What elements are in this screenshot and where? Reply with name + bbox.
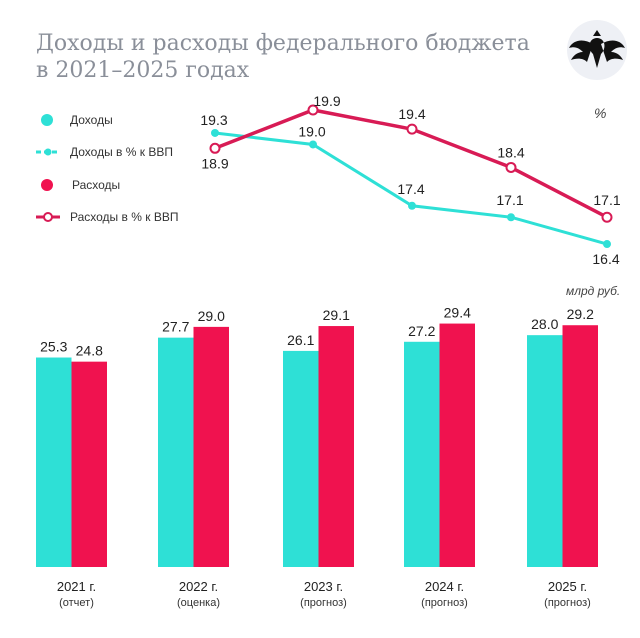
x-tick-note: (прогноз)	[300, 597, 347, 609]
expense-bar	[439, 323, 475, 567]
expense-pct-point	[601, 211, 613, 223]
expense-bar-label: 29.1	[323, 307, 350, 323]
income-pct-point	[211, 128, 219, 137]
x-tick-note: (отчет)	[59, 597, 94, 609]
expense-bar-label: 24.8	[76, 343, 103, 359]
legend-expense-pct-label: Расходы в % к ВВП	[70, 210, 178, 224]
income-pct-point	[507, 213, 515, 222]
income-pct-point	[309, 140, 317, 149]
x-tick-year: 2021 г.	[57, 579, 96, 594]
legend-income-marker	[41, 114, 53, 126]
title-line-1: Доходы и расходы федерального бюджета	[36, 31, 530, 56]
income-bar	[527, 335, 563, 567]
income-bar-label: 27.2	[408, 323, 435, 339]
income-bar-label: 27.7	[162, 319, 189, 335]
page-title: Доходы и расходы федерального бюджета в …	[36, 30, 530, 84]
income-pct-point	[408, 201, 416, 210]
x-tick-year: 2023 г.	[304, 579, 343, 594]
expense-bar	[71, 361, 107, 567]
income-pct-label: 19.3	[200, 112, 227, 128]
title-line-2: в 2021–2025 годах	[36, 58, 250, 83]
x-tick-note: (прогноз)	[421, 597, 468, 609]
legend-income-pct-marker	[44, 148, 52, 156]
legend-expense-label: Расходы	[72, 178, 120, 192]
expense-bar-label: 29.4	[444, 305, 471, 321]
bar-unit-label: млрд руб.	[566, 284, 620, 298]
expense-pct-point	[209, 142, 221, 154]
x-tick-year: 2025 г.	[548, 579, 587, 594]
income-pct-label: 16.4	[592, 251, 619, 267]
income-bar	[283, 350, 319, 567]
income-pct-label: 17.4	[397, 181, 424, 197]
x-tick-year: 2022 г.	[179, 579, 218, 594]
income-pct-label: 17.1	[496, 192, 523, 208]
income-bar	[36, 357, 72, 567]
income-bar	[158, 337, 194, 567]
legend-income-label: Доходы	[70, 113, 113, 127]
income-bar-label: 25.3	[40, 339, 67, 355]
expense-bar-label: 29.0	[198, 308, 225, 324]
expense-pct-label: 18.4	[497, 144, 524, 160]
income-bar	[404, 341, 440, 567]
x-tick-note: (оценка)	[177, 597, 220, 609]
expense-pct-label: 18.9	[201, 155, 228, 171]
x-tick-year: 2024 г.	[425, 579, 464, 594]
income-pct-label: 19.0	[298, 123, 325, 139]
expense-pct-point	[406, 123, 418, 135]
expense-bar-label: 29.2	[567, 306, 594, 322]
expense-pct-label: 19.4	[398, 106, 425, 122]
income-bar-label: 26.1	[287, 332, 314, 348]
line-unit-label: %	[594, 105, 606, 121]
expense-pct-label: 17.1	[593, 192, 620, 208]
emblem-icon	[567, 20, 627, 80]
expense-pct-point	[505, 161, 517, 173]
expense-bar	[318, 326, 354, 567]
expense-bar	[562, 325, 598, 567]
expense-pct-label: 19.9	[313, 93, 340, 109]
legend: Доходы Доходы в % к ВВП Расходы Расходы …	[36, 113, 178, 224]
expense-pct-point	[307, 104, 319, 116]
income-bar-label: 28.0	[531, 316, 558, 332]
expense-bar	[193, 326, 229, 567]
income-pct-point	[603, 240, 611, 249]
legend-expense-pct-marker	[43, 212, 53, 222]
legend-expense-marker	[41, 179, 53, 191]
legend-income-pct-label: Доходы в % к ВВП	[70, 145, 173, 159]
x-tick-note: (прогноз)	[544, 597, 591, 609]
